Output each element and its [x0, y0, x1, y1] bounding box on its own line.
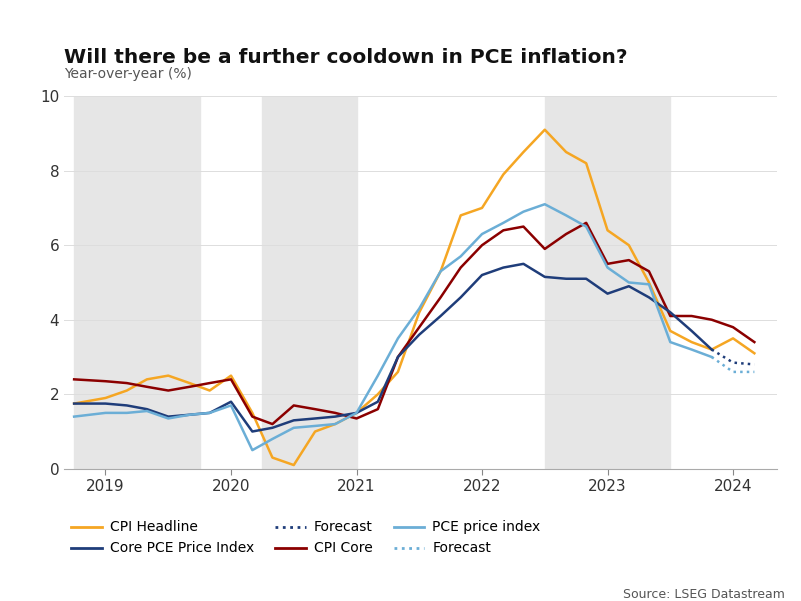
Bar: [545, 96, 670, 469]
Text: Source: LSEG Datastream: Source: LSEG Datastream: [623, 588, 785, 601]
Bar: [74, 96, 199, 469]
Legend: CPI Headline, Core PCE Price Index, Forecast, CPI Core, PCE price index, Forecas: CPI Headline, Core PCE Price Index, Fore…: [71, 520, 541, 555]
Bar: [263, 96, 356, 469]
Text: Year-over-year (%): Year-over-year (%): [64, 67, 192, 81]
Text: Will there be a further cooldown in PCE inflation?: Will there be a further cooldown in PCE …: [64, 47, 627, 67]
